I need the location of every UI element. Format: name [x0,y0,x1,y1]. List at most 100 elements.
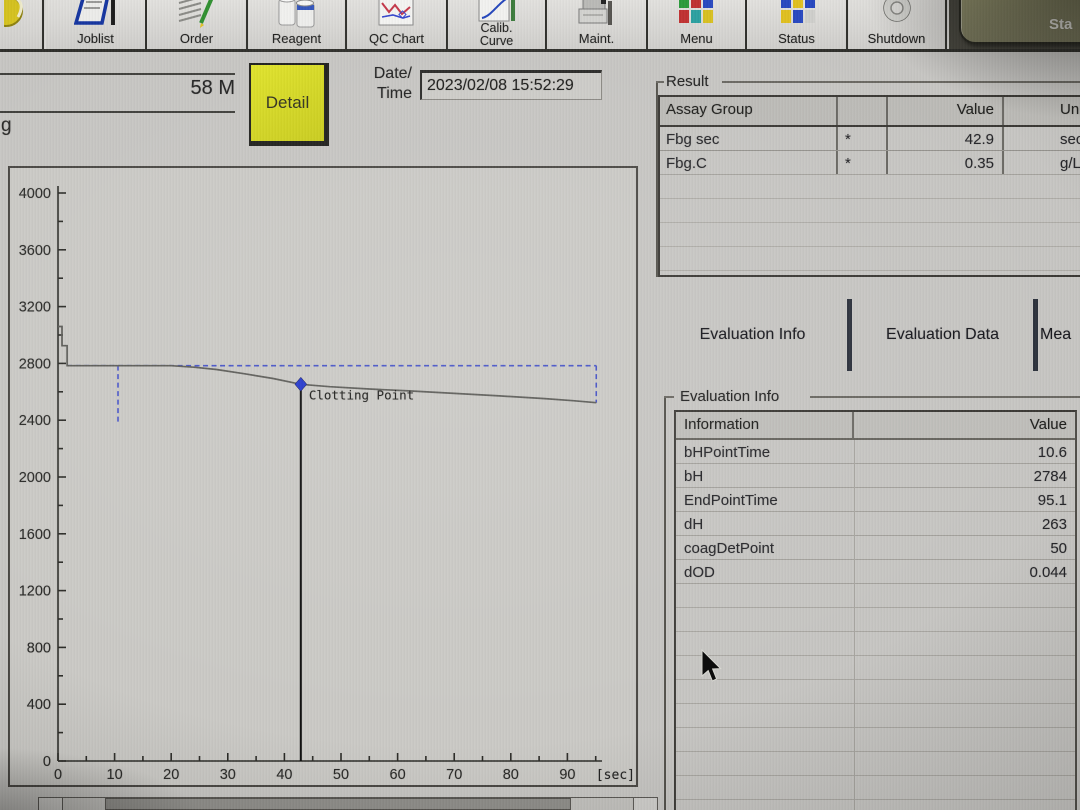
result-flag: * [838,127,888,150]
evaluation-fieldset-line [810,396,1080,398]
toolbar-button-menu[interactable]: Menu [648,0,747,49]
info-value: 0.044 [1029,564,1067,581]
result-unit: sec [1060,131,1080,148]
toolbar-button-qc-chart[interactable]: QC Chart [347,0,448,49]
svg-text:0: 0 [43,754,51,770]
toolbar-button-label: Maint. [578,31,615,46]
evaluation-row[interactable]: coagDetPoint 50 [676,536,1075,560]
maint-icon [575,0,619,34]
detail-button[interactable]: Detail [249,63,329,146]
assay-name: Fbg.C [660,151,838,174]
svg-text:3200: 3200 [19,300,51,316]
info-name: bHPointTime [684,444,771,461]
toolbar-button-joblist[interactable]: Joblist [46,0,147,49]
qc-chart-icon [375,0,419,34]
reagent-icon [275,0,319,34]
assay-partial-text: g [1,115,12,136]
evaluation-row[interactable]: EndPointTime 95.1 [676,488,1075,512]
evaluation-info-title: Evaluation Info [680,388,780,405]
result-fieldset-line [656,81,664,83]
toolbar-button-label: Shutdown [867,31,926,46]
toolbar-button-label: QC Chart [369,31,424,46]
result-row-fbg-sec[interactable]: Fbg sec * 42.9 sec [660,127,1080,151]
svg-text:80: 80 [503,767,519,783]
info-value: 2784 [1033,468,1067,485]
result-empty-rows [660,175,1080,275]
toolbar-button-reagent[interactable]: Reagent [248,0,347,49]
svg-text:60: 60 [390,767,406,783]
result-row-fbg-c[interactable]: Fbg.C * 0.35 g/L [660,151,1080,175]
reaction-curve-panel: 0 400 800 1200 1600 2000 2400 2800 3200 3600 4000 0… [8,166,638,787]
sample-position-value: 58 M [190,77,235,99]
result-fieldset-line [722,81,1080,83]
evaluation-info-table: Information Value bHPointTime 10.6 bH 27… [674,410,1077,810]
toolbar-button-maint[interactable]: Maint. [547,0,648,49]
result-flag: * [838,151,888,174]
toolbar-button-shutdown[interactable]: Shutdown [848,0,947,49]
shutdown-icon [875,0,919,34]
info-name: bH [684,468,704,485]
result-col-flag [838,97,888,125]
tab-measured-data[interactable]: Mea [1040,326,1072,343]
toolbar-button-label: Reagent [271,31,322,46]
info-value: 50 [1050,540,1067,557]
result-col-unit: Unit [1060,101,1080,118]
result-col-value: Value [888,97,1004,125]
toolbar-button-status[interactable]: Status [747,0,848,49]
toolbar-button-order[interactable]: Order [147,0,248,49]
scrollbar-left-arrow[interactable] [39,798,63,810]
svg-text:800: 800 [27,640,51,656]
result-value: 42.9 [888,127,1004,150]
result-header-row: Assay Group Value Unit [660,97,1080,127]
assay-field-underline [0,111,235,113]
coagulation-curve-chart: 0 400 800 1200 1600 2000 2400 2800 3200 3600 4000 0… [19,186,635,783]
svg-text:70: 70 [446,767,462,783]
status-icon [777,0,817,32]
svg-text:90: 90 [559,767,575,783]
evaluation-col-value: Value [1029,416,1067,433]
result-value: 0.35 [888,151,1004,174]
tab-evaluation-info[interactable]: Evaluation Info [699,326,806,343]
toolbar-button-calib-curve[interactable]: Calib. Curve [448,0,547,49]
toolbar-button-label: Status [778,31,815,46]
tab-evaluation-data[interactable]: Evaluation Data [886,326,999,343]
start-button[interactable]: Sta [959,0,1080,44]
evaluation-row[interactable]: bH 2784 [676,464,1075,488]
info-name: dOD [684,564,715,581]
joblist-icon [73,0,118,34]
evaluation-col-information: Information [676,412,854,438]
evaluation-row[interactable]: dOD 0.044 [676,560,1075,584]
horizontal-scrollbar[interactable] [38,797,658,810]
toolbar-button-label: Menu [680,31,713,46]
start-button-area: Sta [949,0,1080,49]
result-col-assay-group: Assay Group [660,97,838,125]
svg-text:2000: 2000 [19,470,51,486]
svg-text:3600: 3600 [19,243,51,259]
evaluation-row[interactable]: bHPointTime 10.6 [676,440,1075,464]
evaluation-row[interactable]: dH 263 [676,512,1075,536]
result-title: Result [666,73,709,90]
scrollbar-right-arrow[interactable] [633,798,657,810]
order-icon [175,0,219,34]
toolbar-partial-button[interactable] [0,0,44,49]
info-name: coagDetPoint [684,540,775,557]
sample-field-underline [0,73,235,75]
svg-text:400: 400 [27,697,51,713]
svg-text:1600: 1600 [19,527,51,543]
svg-text:1200: 1200 [19,584,51,600]
svg-text:20: 20 [163,767,179,783]
scrollbar-thumb[interactable] [105,798,571,810]
info-value: 263 [1041,516,1067,533]
toolbar-button-label: Order [179,31,214,46]
evaluation-fieldset-line [664,396,674,398]
svg-text:40: 40 [276,767,292,783]
svg-text:2800: 2800 [19,356,51,372]
toolbar: Joblist Order Reagent QC Chart Calib. Cur… [0,0,1080,52]
assay-name: Fbg sec [660,127,838,150]
svg-text:4000: 4000 [19,186,51,202]
menu-icon [677,0,717,32]
tab-divider [847,299,852,371]
info-value: 10.6 [1037,444,1067,461]
evaluation-header-row: Information Value [676,412,1075,440]
